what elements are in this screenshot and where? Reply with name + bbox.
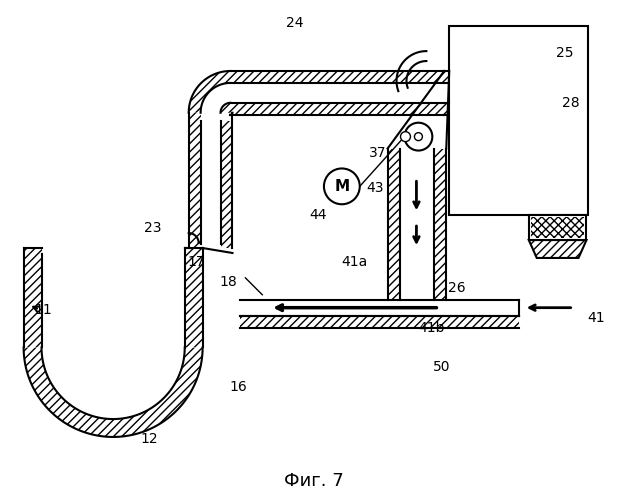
Text: 41: 41 [588,310,605,324]
Polygon shape [230,83,444,103]
Polygon shape [444,71,449,83]
Text: 26: 26 [448,281,466,295]
Polygon shape [230,71,444,83]
Polygon shape [220,103,232,115]
Polygon shape [399,148,435,300]
Text: 23: 23 [144,221,161,235]
Text: 18: 18 [220,275,237,289]
Polygon shape [241,316,519,328]
Circle shape [324,168,360,204]
Text: 41b: 41b [418,320,445,334]
Polygon shape [41,248,185,348]
Text: M: M [334,179,349,194]
Text: 44: 44 [309,208,327,222]
Polygon shape [185,248,203,348]
Polygon shape [435,148,447,300]
Bar [531,217,585,238]
Text: 17: 17 [188,255,205,269]
Text: 43: 43 [366,182,384,196]
Bar [529,215,587,240]
Circle shape [414,132,423,140]
Text: 11: 11 [35,302,52,316]
Text: 16: 16 [230,380,247,394]
Text: 41a: 41a [342,255,368,269]
Circle shape [401,132,411,141]
Text: 25: 25 [556,46,573,60]
Text: 37: 37 [369,146,386,160]
Bar [449,26,588,215]
Polygon shape [529,240,587,258]
Polygon shape [387,148,399,300]
Polygon shape [188,113,200,248]
Text: Фиг. 7: Фиг. 7 [284,472,344,490]
Text: 28: 28 [562,96,580,110]
Polygon shape [220,120,232,248]
Polygon shape [24,348,203,437]
Polygon shape [241,300,519,316]
Text: 24: 24 [286,16,304,30]
Text: 50: 50 [433,360,450,374]
Polygon shape [24,248,41,348]
Polygon shape [188,71,230,113]
Polygon shape [230,103,444,115]
Polygon shape [444,103,449,115]
Circle shape [404,122,432,150]
Text: 12: 12 [140,432,158,446]
